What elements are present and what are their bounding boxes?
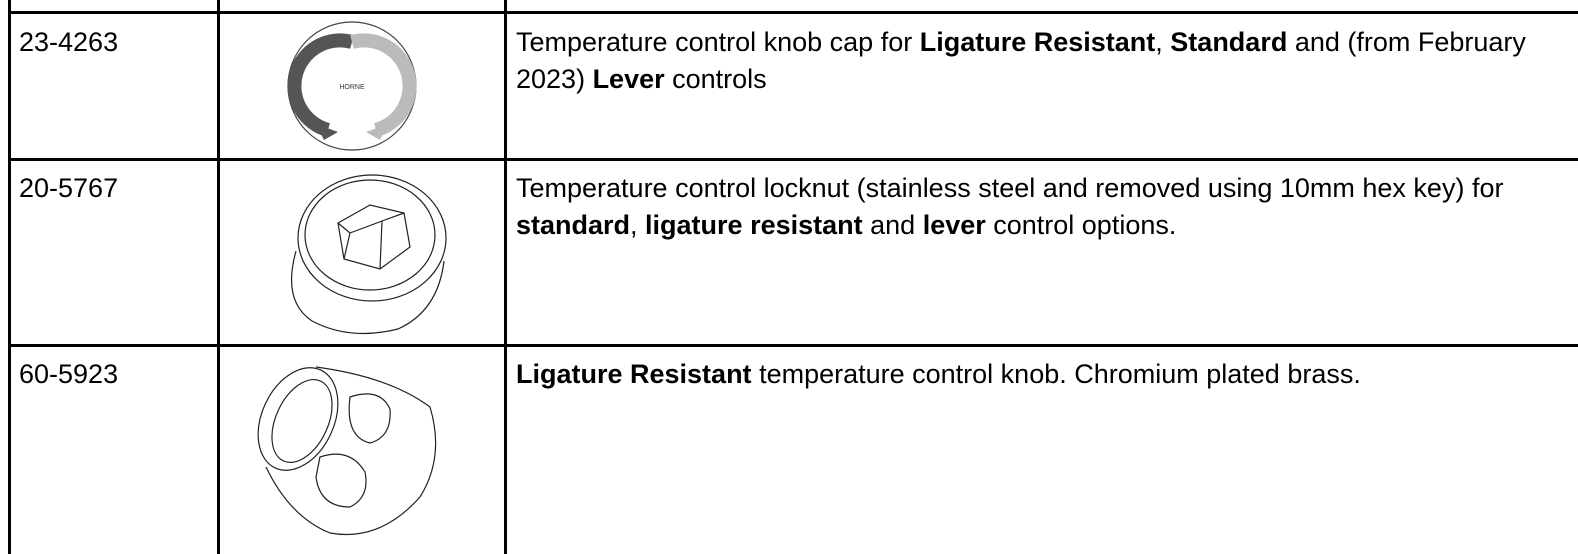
part-code: 20-5767 (11, 170, 216, 207)
bold-text: ligature resistant (645, 210, 863, 240)
text: temperature control knob. Chromium plate… (752, 359, 1361, 389)
locknut-image (220, 161, 504, 344)
part-code: 23-4263 (11, 24, 216, 61)
description: Temperature control locknut (stainless s… (509, 170, 1569, 244)
border (8, 0, 11, 554)
bold-text: lever (923, 210, 986, 240)
page: 23-4263 20-5767 60-5923 Temperature cont… (0, 0, 1578, 554)
bold-text: standard (516, 210, 630, 240)
description: Ligature Resistant temperature control k… (509, 356, 1569, 393)
bold-text: Standard (1170, 27, 1287, 57)
part-code: 60-5923 (11, 356, 216, 393)
text: controls (665, 64, 767, 94)
text: Temperature control knob cap for (516, 27, 920, 57)
knob-cap-image: HORNE (220, 14, 504, 158)
text: control options. (986, 210, 1177, 240)
border (504, 0, 507, 554)
bold-text: Ligature Resistant (920, 27, 1156, 57)
bold-text: Ligature Resistant (516, 359, 752, 389)
bold-text: Lever (593, 64, 665, 94)
logo-text: HORNE (339, 84, 365, 91)
text: , (1155, 27, 1170, 57)
text: Temperature control locknut (stainless s… (516, 173, 1511, 203)
text: and (863, 210, 923, 240)
description: Temperature control knob cap for Ligatur… (509, 24, 1569, 98)
text: , (630, 210, 645, 240)
knob-image (220, 347, 504, 554)
